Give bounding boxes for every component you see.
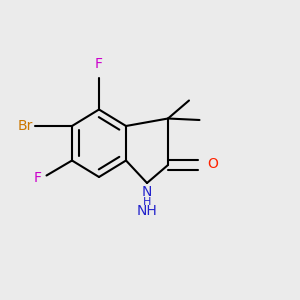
Text: O: O (207, 158, 218, 171)
Text: H: H (143, 197, 151, 207)
Text: Br: Br (18, 119, 33, 133)
Text: F: F (34, 172, 42, 185)
Text: F: F (95, 56, 103, 70)
Text: N: N (142, 184, 152, 199)
Text: NH: NH (136, 204, 158, 218)
